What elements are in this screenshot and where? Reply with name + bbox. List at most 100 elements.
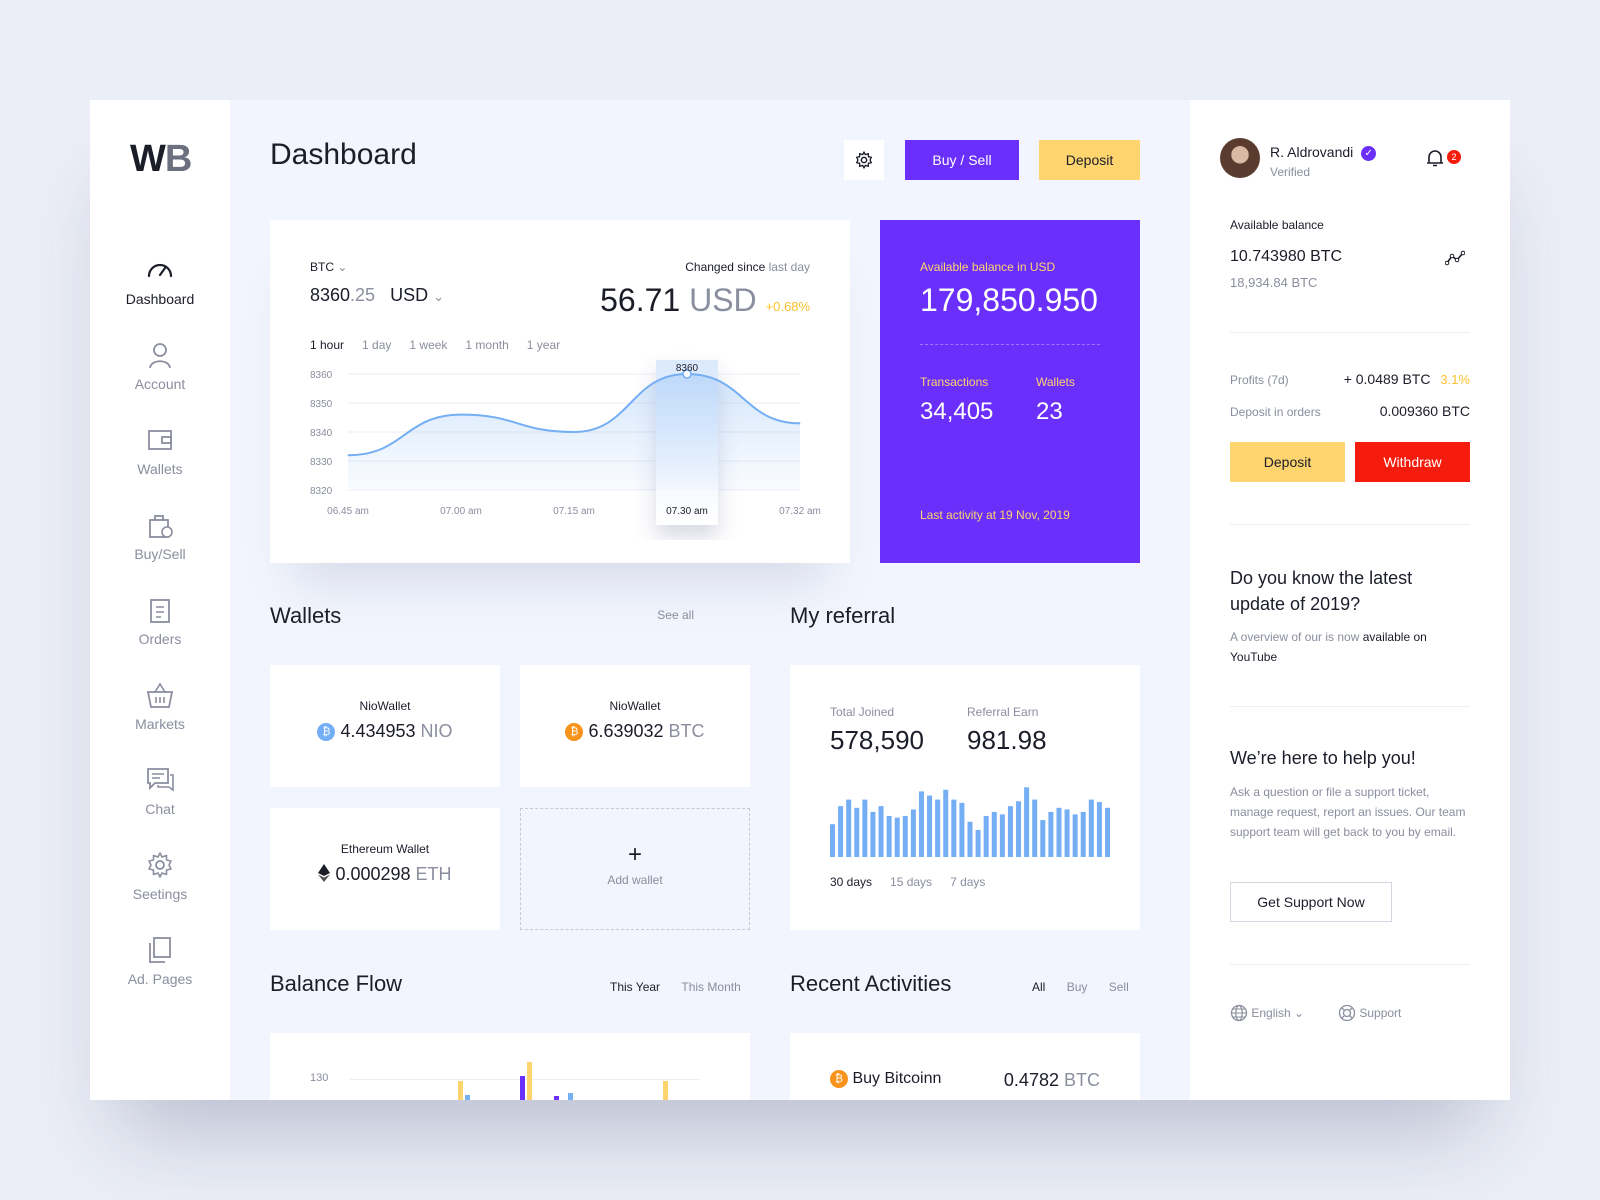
tab-sell[interactable]: Sell [1108, 980, 1129, 994]
verified-check-icon: ✓ [1361, 146, 1377, 161]
wallet-name: NioWallet [359, 699, 411, 713]
lifebuoy-icon [1338, 1004, 1356, 1022]
withdraw-button[interactable]: Withdraw [1355, 442, 1470, 482]
changed-since: Changed since last day [685, 260, 810, 274]
bitcoin-orange-icon: ₿ [565, 723, 584, 741]
nav-chat[interactable]: Chat [90, 765, 230, 817]
gridline [350, 1079, 700, 1080]
nav-account[interactable]: Account [90, 340, 230, 392]
logo[interactable]: WB [130, 138, 192, 180]
referral-bar [1096, 802, 1102, 857]
wallet-card[interactable]: NioWallet ₿ 4.434953 NIO [270, 665, 500, 787]
referral-bar [975, 829, 981, 857]
referral-bar [927, 795, 933, 857]
nav-dashboard[interactable]: Dashboard [90, 255, 230, 307]
support-link[interactable]: Support [1338, 1004, 1401, 1022]
currency-select[interactable]: USD ⌄ [390, 285, 445, 305]
nav-settings[interactable]: Seetings [90, 850, 230, 902]
deposit-button[interactable]: Deposit [1039, 140, 1140, 180]
add-wallet-button[interactable]: + Add wallet [520, 808, 750, 930]
get-support-button[interactable]: Get Support Now [1230, 882, 1392, 922]
language-select[interactable]: English ⌄ [1230, 1004, 1304, 1022]
wallet-card[interactable]: Ethereum Wallet 0.000298 ETH [270, 808, 500, 930]
flow-bar [527, 1062, 532, 1100]
activity-amount: 0.4782 BTC [1003, 1070, 1100, 1090]
referral-bar [830, 824, 835, 857]
wallet-card[interactable]: NioWallet ₿ 6.639032 BTC [520, 665, 750, 787]
nav-label: Orders [138, 631, 182, 647]
y-tick-label: 8340 [310, 428, 333, 439]
nav-wallets[interactable]: Wallets [90, 425, 230, 477]
activity-item[interactable]: ₿ Buy Bitcoinn [830, 1070, 941, 1088]
referral-bar [902, 816, 908, 857]
referral-bar [991, 811, 997, 857]
divider [1230, 706, 1470, 707]
gear-icon [148, 852, 172, 878]
x-tick-label: 07.00 am [440, 506, 482, 517]
bitcoin-orange-icon: ₿ [830, 1070, 848, 1088]
balance-card: Available balance in USD 179,850.950 Tra… [880, 220, 1140, 563]
tab-all[interactable]: All [1032, 980, 1046, 994]
see-all-link[interactable]: See all [657, 608, 694, 622]
avatar[interactable] [1220, 138, 1260, 178]
divider [1230, 964, 1470, 965]
tab-this-year[interactable]: This Year [610, 980, 661, 994]
referral-bar [854, 807, 860, 857]
tab-this-month[interactable]: This Month [681, 980, 741, 994]
globe-icon [1230, 1004, 1248, 1022]
balance-flow-card: 130 [270, 1033, 750, 1100]
joined-value: 578,590 [830, 725, 924, 755]
wallets-value: 23 [1036, 398, 1063, 425]
basket-icon [146, 682, 174, 708]
flow-tabs: This Year This Month [610, 980, 741, 994]
profile-status: Verified [1270, 165, 1311, 179]
referral-bar [1105, 807, 1110, 857]
range-tab[interactable]: 1 year [526, 338, 561, 352]
price-chart-card: BTC ⌄ 8360.25 USD ⌄ Changed since last d… [270, 220, 850, 563]
price-point[interactable] [682, 369, 692, 379]
nav-markets[interactable]: Markets [90, 680, 230, 732]
recent-activities-card: ₿ Buy Bitcoinn 0.4782 BTC [790, 1033, 1140, 1100]
trend-icon[interactable] [1445, 250, 1465, 266]
wallet-icon [148, 430, 172, 450]
y-tick-label: 130 [310, 1072, 329, 1084]
referral-bar [910, 809, 916, 857]
change-value: 56.71 USD +0.68% [600, 282, 810, 318]
range-tab[interactable]: 30 days [830, 875, 873, 889]
wallets-label: Wallets [1036, 375, 1075, 389]
profile-name[interactable]: R. Aldrovandi ✓ [1270, 144, 1377, 161]
range-tab[interactable]: 1 month [465, 338, 509, 352]
referral-bar-chart [830, 787, 1110, 857]
nav-buy-sell[interactable]: Buy/Sell [90, 510, 230, 562]
range-tab[interactable]: 1 hour [310, 338, 345, 352]
flow-bar [520, 1076, 525, 1100]
range-tab[interactable]: 15 days [890, 875, 933, 889]
range-tab[interactable]: 1 week [409, 338, 448, 352]
divider [920, 344, 1100, 345]
referral-bar [1040, 820, 1046, 857]
referral-bar [1048, 811, 1054, 857]
wallets-title: Wallets [270, 603, 342, 628]
wallet-amount: ₿ 6.639032 BTC [520, 721, 750, 742]
panel-deposit-button[interactable]: Deposit [1230, 442, 1345, 482]
referral-title: My referral [790, 603, 896, 628]
asset-select[interactable]: BTC ⌄ [310, 260, 348, 274]
range-tab[interactable]: 7 days [950, 875, 986, 889]
nav-orders[interactable]: Orders [90, 595, 230, 647]
wallet-amount: ₿ 4.434953 NIO [270, 721, 500, 742]
buy-sell-button[interactable]: Buy / Sell [905, 140, 1019, 180]
referral-bar [886, 816, 892, 857]
orders-value: 0.009360 BTC [1379, 403, 1470, 419]
app-window: WB Dashboard Account Wallets Buy/Sell Or… [90, 100, 1510, 1100]
help-desc: Ask a question or file a support ticket,… [1230, 785, 1466, 839]
settings-button[interactable] [844, 140, 884, 180]
nav-ad-pages[interactable]: Ad. Pages [90, 935, 230, 987]
range-tab[interactable]: 1 day [362, 338, 392, 352]
notification-bell[interactable]: 2 [1425, 148, 1461, 173]
y-tick-label: 8350 [310, 399, 333, 410]
x-tick-label: 07.30 am [666, 506, 708, 517]
change-percent: +0.68% [765, 299, 810, 314]
flow-bar [568, 1093, 573, 1100]
tab-buy[interactable]: Buy [1066, 980, 1088, 994]
ethereum-icon [318, 864, 331, 882]
